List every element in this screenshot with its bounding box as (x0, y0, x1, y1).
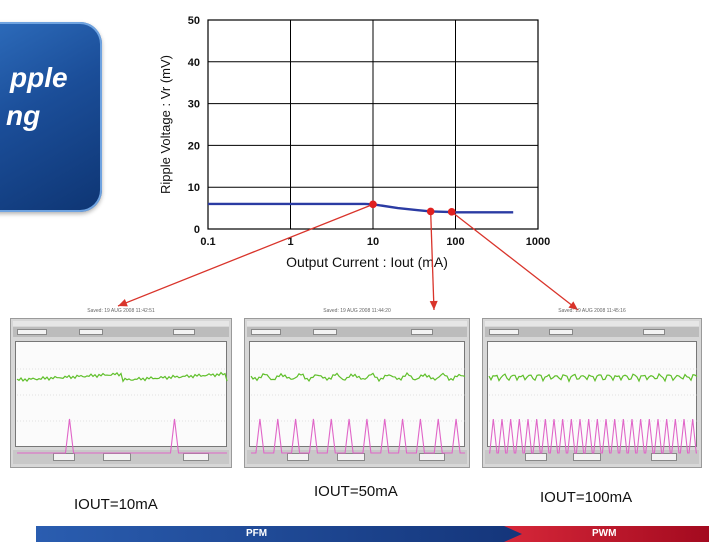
scope-timestamp: Saved: 19 AUG 2008 11:44:20 (323, 308, 391, 314)
scope-toolbar (485, 327, 699, 337)
scope-menubar (247, 321, 467, 326)
connector-line (117, 203, 374, 307)
x-tick-label: 100 (446, 236, 464, 248)
scope-toolbar (13, 327, 229, 337)
title-badge: pple ng (0, 22, 102, 212)
connector-arrowhead (429, 300, 438, 310)
switching-trace (251, 418, 465, 454)
scope-traces (250, 368, 466, 454)
y-tick-label: 0 (194, 224, 200, 236)
connector-line (451, 211, 579, 311)
pwm-label: PWM (592, 528, 617, 539)
scope-traces (488, 368, 698, 454)
ripple-trace (250, 371, 466, 383)
x-tick-label: 10 (367, 236, 379, 248)
ripple-voltage-chart: 0 10 20 30 40 50 0.1 1 10 100 1000 Output Current :… (117, 15, 579, 311)
scope-panel-50ma: Saved: 19 AUG 2008 11:44:20 (244, 308, 470, 468)
switching-trace (489, 418, 697, 454)
mode-bar: PFM PWM (36, 526, 709, 542)
mode-bar-shape (36, 526, 709, 542)
scope-timestamp: Saved: 19 AUG 2008 11:42:51 (87, 308, 155, 314)
caption-100ma: IOUT=100mA (540, 489, 633, 506)
y-tick-label: 20 (188, 140, 200, 152)
scope-traces (16, 368, 228, 454)
scope-panel-10ma: Saved: 19 AUG 2008 11:42:51 (10, 308, 232, 468)
scope-panel-100ma: Saved: 19 AUG 2008 11:45:16 (482, 308, 702, 468)
connector-line (430, 211, 435, 311)
data-point-marker (447, 208, 456, 216)
scope-timestamp: Saved: 19 AUG 2008 11:45:16 (558, 308, 626, 314)
caption-50ma: IOUT=50mA (314, 483, 398, 500)
scope-menubar (485, 321, 699, 326)
caption-10ma: IOUT=10mA (74, 496, 158, 513)
x-axis-label: Output Current : Iout (mA) (286, 254, 448, 270)
y-axis-label: Ripple Voltage : Vr (mV) (158, 55, 173, 194)
title-line-1: pple (10, 62, 68, 93)
data-point-marker (426, 207, 435, 216)
y-tick-label: 30 (188, 99, 200, 111)
y-tick-label: 40 (188, 57, 200, 69)
x-tick-label: 0.1 (200, 236, 215, 248)
switching-trace (17, 418, 227, 454)
y-tick-label: 10 (188, 182, 200, 194)
x-tick-label: 1 (287, 236, 293, 248)
x-tick-label: 1000 (526, 236, 550, 248)
ripple-trace (16, 371, 228, 383)
title-line-2: ng (6, 100, 41, 131)
scope-statusbar (13, 450, 229, 464)
pfm-label: PFM (246, 528, 268, 539)
scope-screen (249, 341, 465, 447)
data-point-marker (369, 200, 377, 209)
scope-menubar (13, 321, 229, 326)
scope-screen (487, 341, 697, 447)
y-tick-label: 50 (188, 15, 200, 27)
connector-arrowhead (118, 298, 128, 307)
connector-arrowhead (568, 301, 578, 310)
scope-screen (15, 341, 227, 447)
scope-toolbar (247, 327, 467, 337)
ripple-trace (488, 372, 698, 383)
series-line (208, 202, 514, 214)
